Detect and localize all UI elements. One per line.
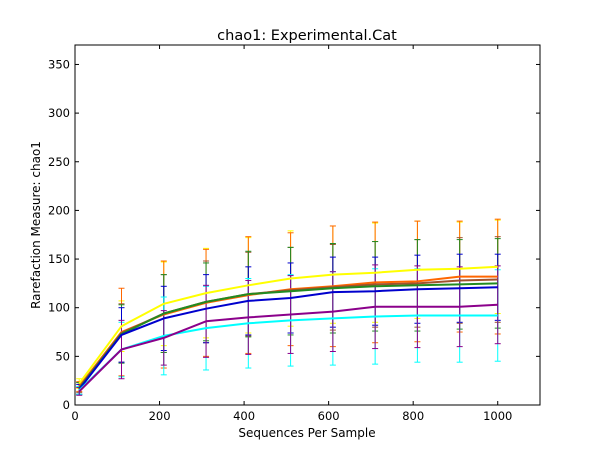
y-tick-label: 50 xyxy=(55,349,70,363)
chart-title: chao1: Experimental.Cat xyxy=(217,28,397,44)
plot-frame xyxy=(74,44,541,406)
y-tick-label: 250 xyxy=(48,155,70,169)
x-tick-label: 800 xyxy=(402,409,424,423)
x-tick-label: 400 xyxy=(233,409,255,423)
y-tick-label: 300 xyxy=(48,106,70,120)
y-tick-label: 150 xyxy=(48,252,70,266)
x-axis-label: Sequences Per Sample xyxy=(238,426,375,440)
y-tick-label: 0 xyxy=(63,398,70,412)
series-line-6 xyxy=(78,303,498,393)
series-line-3 xyxy=(78,282,498,390)
y-axis-label: Rarefaction Measure: chao1 xyxy=(29,141,43,309)
series-line-5 xyxy=(78,314,498,392)
y-tick-label: 350 xyxy=(48,57,70,71)
series-line-4 xyxy=(78,286,498,391)
plot-area xyxy=(76,218,501,396)
x-tick-label: 200 xyxy=(149,409,171,423)
axes: 0 200 400 600 800 1000 0 50 100 150 200 250 300 350 xyxy=(48,44,541,423)
x-tick-label: 1000 xyxy=(483,409,512,423)
series-line-0 xyxy=(78,265,498,385)
y-tick-label: 200 xyxy=(48,203,70,217)
x-tick-label: 600 xyxy=(318,409,340,423)
y-tick-label: 100 xyxy=(48,301,70,315)
x-tick-label: 0 xyxy=(71,409,78,423)
